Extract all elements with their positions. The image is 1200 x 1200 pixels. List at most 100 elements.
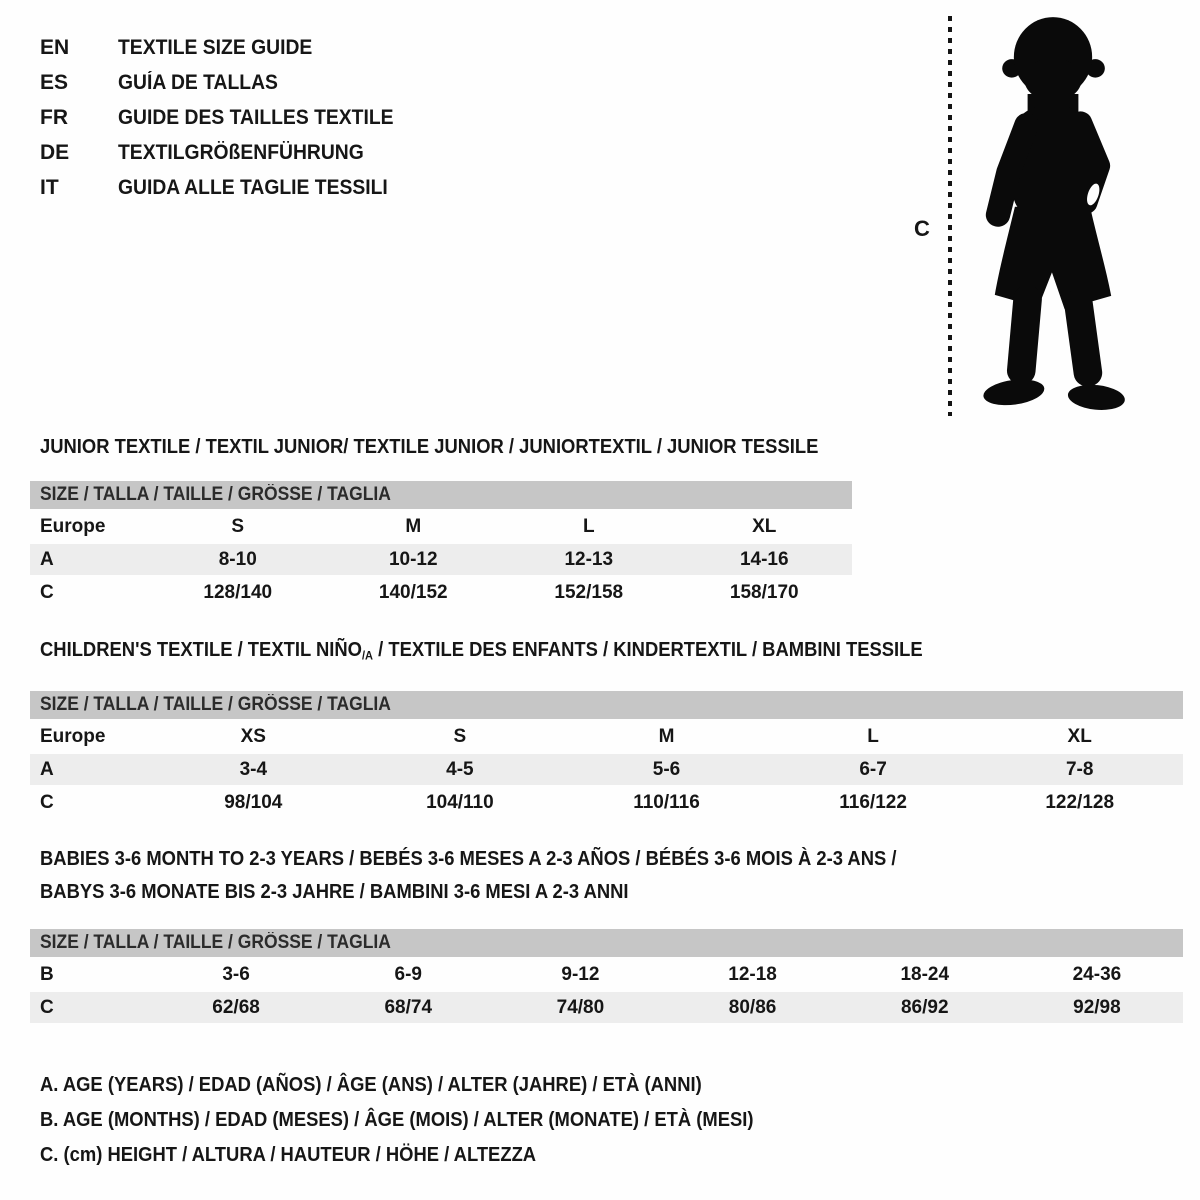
age-cell: 8-10 [218,548,257,570]
row-label: Europe [40,515,106,537]
age-cell: 6-7 [859,758,887,780]
lang-title-es: GUÍA DE TALLAS [118,70,278,94]
age-cell: 5-6 [652,758,681,780]
children-size-bar-text: SIZE / TALLA / TAILLE / GRÖSSE / TAGLIA [40,694,391,715]
row-label: C [40,581,54,603]
children-section-title-text: CHILDREN'S TEXTILE / TEXTIL NIÑO/A / TEX… [40,639,923,662]
months-cell: 24-36 [1072,963,1122,985]
lang-row-fr: FR GUIDE DES TAILLES TEXTILE [40,100,417,135]
lang-code-de: DE [40,140,70,164]
junior-size-table: SIZE / TALLA / TAILLE / GRÖSSE / TAGLIA … [30,481,852,610]
table-row: C 98/104 104/110 110/116 116/122 122/128 [30,787,1183,818]
legend-height-cm: C. (cm) HEIGHT / ALTURA / HAUTEUR / HÖHE… [40,1144,579,1167]
babies-size-bar-text: SIZE / TALLA / TAILLE / GRÖSSE / TAGLIA [40,932,391,953]
size-cell: XL [1067,725,1092,747]
height-cell: 68/74 [384,996,433,1018]
babies-section-title-line2: BABYS 3-6 MONATE BIS 2-3 JAHRE / BAMBINI… [40,881,680,904]
children-title-sub: /A [361,648,374,663]
toddler-silhouette-icon [983,17,1125,410]
height-cell: 80/86 [728,996,777,1018]
lang-title-it: GUIDA ALLE TAGLIE TESSILI [118,175,388,199]
children-section-title: CHILDREN'S TEXTILE / TEXTIL NIÑO/A / TEX… [40,639,999,662]
language-title-list: EN TEXTILE SIZE GUIDE ES GUÍA DE TALLAS … [40,30,417,205]
table-row: C 62/68 68/74 74/80 80/86 86/92 92/98 [30,992,1183,1023]
age-cell: 3-4 [239,758,268,780]
lang-title-en: TEXTILE SIZE GUIDE [118,35,313,59]
children-title-part2: / TEXTILE DES ENFANTS / KINDERTEXTIL / B… [373,639,923,661]
row-label: B [40,963,54,985]
height-cell: 140/152 [378,581,448,603]
table-row: A 3-4 4-5 5-6 6-7 7-8 [30,754,1183,785]
months-cell: 3-6 [222,963,250,985]
size-cell: M [405,515,422,537]
lang-code-it: IT [40,175,59,199]
legend-height-cm-text: C. (cm) HEIGHT / ALTURA / HAUTEUR / HÖHE… [40,1144,537,1166]
months-cell: 6-9 [394,963,422,985]
lang-code-fr: FR [40,105,68,129]
height-cell: 122/128 [1045,791,1115,813]
height-cell: 158/170 [729,581,799,603]
junior-size-bar: SIZE / TALLA / TAILLE / GRÖSSE / TAGLIA [30,481,852,509]
months-cell: 9-12 [561,963,600,985]
months-cell: 18-24 [900,963,950,985]
age-cell: 7-8 [1065,758,1094,780]
size-cell: S [453,725,467,747]
children-size-bar: SIZE / TALLA / TAILLE / GRÖSSE / TAGLIA [30,691,1183,719]
height-measure-label: C [914,216,930,241]
height-cell: 92/98 [1073,996,1121,1018]
junior-size-bar-text: SIZE / TALLA / TAILLE / GRÖSSE / TAGLIA [40,484,391,505]
lang-code-es: ES [40,70,69,94]
size-cell: XL [752,515,777,537]
lang-row-es: ES GUÍA DE TALLAS [40,65,417,100]
height-measure-dashed-line [948,16,952,416]
legend-age-months: B. AGE (MONTHS) / EDAD (MESES) / ÂGE (MO… [40,1109,816,1132]
height-cell: 128/140 [203,581,273,603]
age-cell: 4-5 [446,758,474,780]
age-cell: 10-12 [388,548,438,570]
legend-age-years-text: A. AGE (YEARS) / EDAD (AÑOS) / ÂGE (ANS)… [40,1074,702,1096]
table-row: A 8-10 10-12 12-13 14-16 [30,544,852,575]
legend-age-months-text: B. AGE (MONTHS) / EDAD (MESES) / ÂGE (MO… [40,1109,754,1131]
age-cell: 14-16 [739,548,789,570]
lang-title-fr: GUIDE DES TAILLES TEXTILE [118,105,394,129]
lang-code-en: EN [40,35,70,59]
table-row: Europe S M L XL [30,511,852,542]
age-cell: 12-13 [564,548,614,570]
lang-row-de: DE TEXTILGRÖßENFÜHRUNG [40,135,417,170]
lang-title-de: TEXTILGRÖßENFÜHRUNG [118,140,364,164]
children-title-part1: CHILDREN'S TEXTILE / TEXTIL NIÑO [40,639,362,661]
babies-size-table: SIZE / TALLA / TAILLE / GRÖSSE / TAGLIA … [30,929,1183,1025]
row-label: A [40,758,54,780]
table-row: B 3-6 6-9 9-12 12-18 18-24 24-36 [30,959,1183,990]
table-row: C 128/140 140/152 152/158 158/170 [30,577,852,608]
size-cell: M [658,725,675,747]
table-row: Europe XS S M L XL [30,721,1183,752]
legend-age-years: A. AGE (YEARS) / EDAD (AÑOS) / ÂGE (ANS)… [40,1074,759,1097]
lang-row-it: IT GUIDA ALLE TAGLIE TESSILI [40,170,417,205]
size-cell: S [231,515,245,537]
row-label: C [40,996,54,1018]
row-label: A [40,548,54,570]
height-cell: 86/92 [900,996,949,1018]
babies-title-line2-text: BABYS 3-6 MONATE BIS 2-3 JAHRE / BAMBINI… [40,881,629,903]
row-label: Europe [40,725,106,747]
babies-title-line1-text: BABIES 3-6 MONTH TO 2-3 YEARS / BEBÉS 3-… [40,848,897,870]
height-cell: 74/80 [556,996,605,1018]
height-cell: 62/68 [212,996,260,1018]
height-cell: 116/122 [839,791,907,813]
size-cell: XS [240,725,266,747]
height-cell: 152/158 [554,581,624,603]
babies-size-bar: SIZE / TALLA / TAILLE / GRÖSSE / TAGLIA [30,929,1183,957]
row-label: C [40,791,54,813]
size-cell: L [582,515,595,537]
months-cell: 12-18 [728,963,777,985]
height-cell: 98/104 [224,791,283,813]
lang-row-en: EN TEXTILE SIZE GUIDE [40,30,417,65]
height-cell: 104/110 [426,791,494,813]
size-cell: L [867,725,879,747]
babies-section-title-line1: BABIES 3-6 MONTH TO 2-3 YEARS / BEBÉS 3-… [40,848,971,871]
junior-section-title-text: JUNIOR TEXTILE / TEXTIL JUNIOR/ TEXTILE … [40,436,819,458]
junior-section-title: JUNIOR TEXTILE / TEXTIL JUNIOR/ TEXTILE … [40,436,886,459]
height-cell: 110/116 [633,791,700,813]
